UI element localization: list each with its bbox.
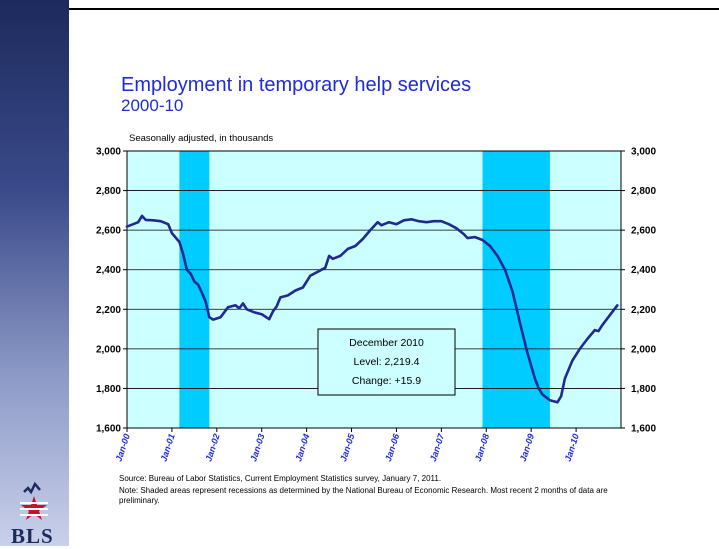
xtick-label: Jan-04 bbox=[293, 433, 311, 463]
xtick-label: Jan-05 bbox=[338, 432, 357, 463]
xtick-label: Jan-00 bbox=[114, 433, 132, 463]
ytick-label-left: 2,400 bbox=[96, 265, 121, 276]
ytick-label-right: 2,600 bbox=[631, 226, 656, 237]
sidebar-band bbox=[0, 0, 69, 546]
bls-logo-icon bbox=[20, 481, 48, 520]
slide-title: Employment in temporary help services bbox=[121, 74, 472, 96]
ytick-label-left: 2,000 bbox=[96, 344, 121, 355]
callout-line-3: Change: +15.9 bbox=[352, 375, 421, 387]
callout-line-1: December 2010 bbox=[349, 337, 424, 349]
xtick-label: Jan-07 bbox=[428, 432, 447, 463]
ytick-label-right: 1,800 bbox=[631, 384, 656, 395]
xtick-label: Jan-08 bbox=[473, 433, 491, 463]
slide-subtitle: 2000-10 bbox=[121, 96, 184, 115]
callout-line-2: Level: 2,219.4 bbox=[354, 356, 420, 368]
ytick-label-right: 2,200 bbox=[631, 305, 656, 316]
source-note: Source: Bureau of Labor Statistics, Curr… bbox=[119, 474, 442, 483]
ytick-label-right: 2,800 bbox=[631, 186, 656, 197]
xtick-label: Jan-01 bbox=[158, 433, 176, 463]
xtick-label: Jan-03 bbox=[248, 433, 266, 463]
ytick-label-right: 2,000 bbox=[631, 344, 656, 355]
ytick-label-left: 2,200 bbox=[96, 305, 121, 316]
ytick-label-left: 2,800 bbox=[96, 186, 121, 197]
plot-frame bbox=[126, 150, 622, 429]
top-rule bbox=[69, 8, 719, 10]
callout-box bbox=[317, 328, 456, 396]
footnote: Note: Shaded areas represent recessions … bbox=[119, 486, 608, 505]
ytick-label-left: 3,000 bbox=[96, 147, 121, 158]
ytick-label-left: 2,600 bbox=[96, 226, 121, 237]
bls-logo-text: BLS bbox=[11, 524, 54, 548]
ytick-label-left: 1,800 bbox=[96, 384, 121, 395]
recession-band-2 bbox=[482, 151, 550, 428]
units-note: Seasonally adjusted, in thousands bbox=[129, 133, 274, 144]
ytick-label-left: 1,600 bbox=[96, 424, 121, 435]
xtick-label: Jan-10 bbox=[563, 433, 581, 463]
xtick-label: Jan-09 bbox=[518, 433, 536, 463]
xtick-label: Jan-02 bbox=[203, 433, 221, 463]
ytick-label-right: 3,000 bbox=[631, 147, 656, 158]
xtick-label: Jan-06 bbox=[383, 432, 402, 463]
series-line bbox=[125, 214, 619, 404]
ytick-label-right: 1,600 bbox=[631, 424, 656, 435]
ytick-label-right: 2,400 bbox=[631, 265, 656, 276]
recession-band-1 bbox=[179, 151, 210, 428]
